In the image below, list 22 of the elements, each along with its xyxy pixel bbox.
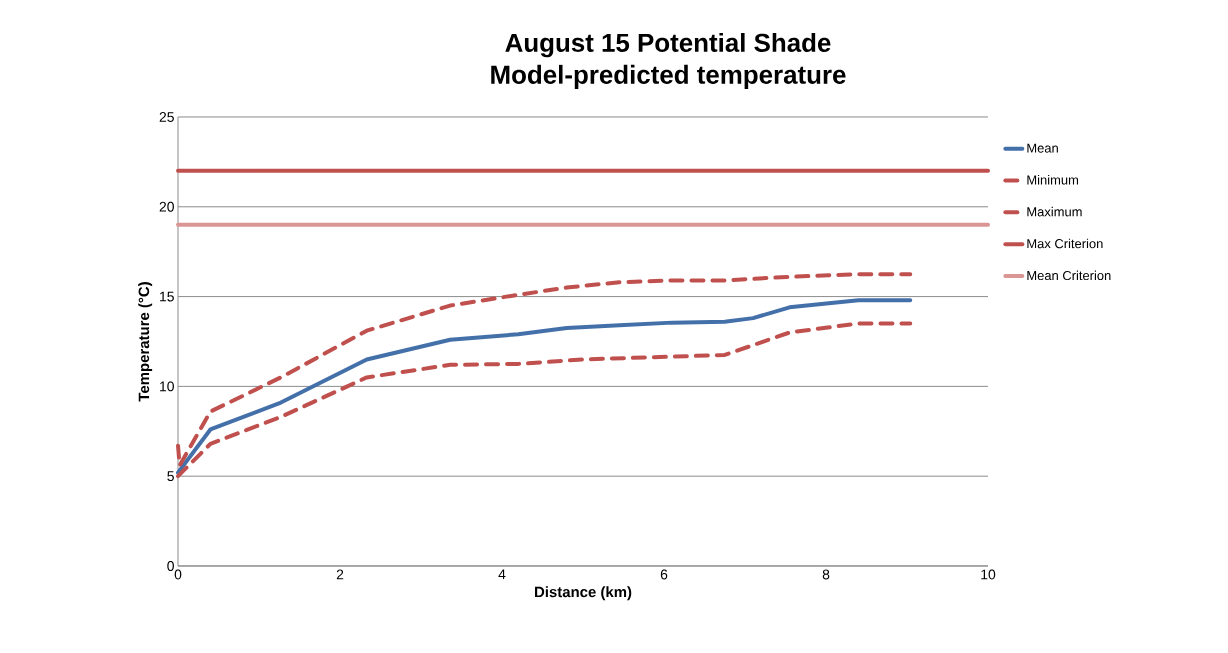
- y-tick-label: 0: [167, 561, 174, 571]
- y-tick-label: 15: [160, 291, 174, 302]
- chart-title: August 15 Potential Shade: [505, 32, 831, 58]
- y-tick-label: 10: [160, 381, 174, 392]
- x-tick-label: 2: [336, 569, 344, 580]
- legend-label: Mean: [1027, 143, 1058, 153]
- legend-label: Max Criterion: [1027, 238, 1103, 249]
- legend-label: Mean Criterion: [1027, 270, 1111, 281]
- x-axis-title: Distance (km): [535, 586, 632, 601]
- line-series: [176, 272, 913, 468]
- y-tick-label: 20: [159, 201, 174, 212]
- y-tick-label: 25: [159, 112, 174, 122]
- x-tick-label: 6: [660, 569, 668, 580]
- x-tick-label: 4: [498, 569, 506, 580]
- chart-subtitle: Model-predicted temperature: [491, 64, 846, 89]
- legend-label: Minimum: [1027, 175, 1079, 185]
- x-tick-label: 10: [981, 569, 996, 580]
- legend-label: Maximum: [1027, 206, 1082, 217]
- y-tick-label: 5: [167, 471, 174, 482]
- x-tick-label: 8: [822, 569, 830, 580]
- y-axis-title: Temperature (°C): [138, 282, 153, 402]
- x-tick-label: 0: [174, 569, 182, 580]
